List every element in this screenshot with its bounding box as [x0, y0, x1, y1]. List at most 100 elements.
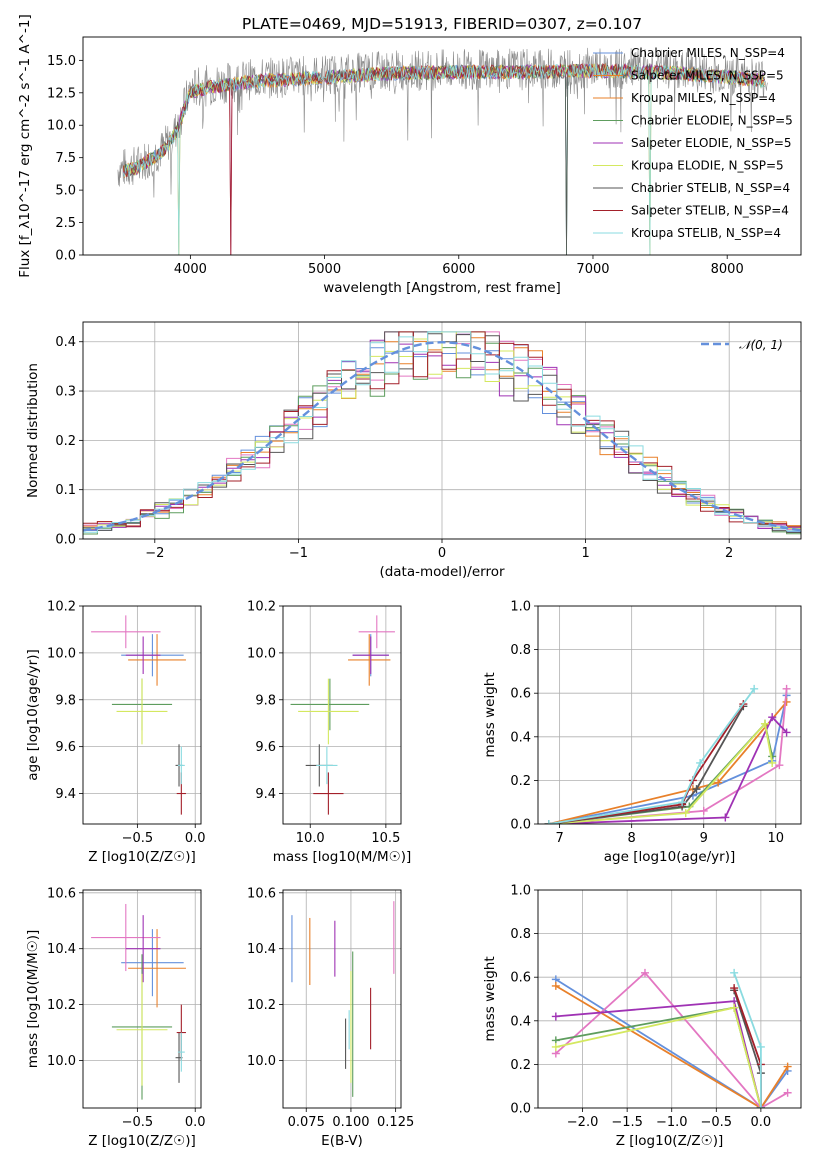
weight-marker — [678, 798, 687, 807]
weight-vs-age-frame — [537, 605, 802, 825]
legend-label-6: Chabrier STELIB, N_SSP=4 — [631, 181, 790, 195]
weight-marker — [760, 719, 769, 728]
plot-area-weight-vs-Z — [538, 890, 801, 1108]
y-tick-label: 10.0 — [47, 646, 76, 661]
weight-marker — [721, 813, 730, 822]
weight-marker — [640, 968, 649, 977]
y-tick-label: 10.0 — [247, 1054, 276, 1069]
weight-marker — [782, 697, 791, 706]
y-tick-label: 1.0 — [510, 884, 531, 899]
x-tick-label: 7000 — [576, 262, 609, 277]
x-tick-label: −2.0 — [567, 1115, 599, 1130]
x-tick-label: 1 — [581, 546, 589, 561]
weight-marker — [681, 809, 690, 818]
weight-marker — [544, 820, 553, 824]
spectrum-title: PLATE=0469, MJD=51913, FIBERID=0307, z=0… — [242, 15, 642, 33]
y-tick-label: 0.0 — [510, 818, 531, 833]
legend-label-0: Chabrier MILES, N_SSP=4 — [631, 46, 785, 60]
weight-marker — [699, 806, 708, 815]
panel-mass-vs-Z: −0.5 0.0 10.0 10.2 10.4 10.6 Z [log10(Z/Z☉)] ma… — [25, 886, 206, 1149]
y-tick-label: 0.3 — [55, 385, 76, 400]
y-tick-label: 0.0 — [55, 249, 76, 264]
weight-marker — [551, 981, 560, 990]
legend-label-4: Salpeter ELODIE, N_SSP=5 — [631, 136, 792, 150]
y-tick-label: 7.5 — [55, 151, 76, 166]
weight-marker — [783, 1062, 792, 1071]
plot-area-weight-vs-age — [538, 606, 801, 824]
weight-line-1 — [555, 985, 789, 1108]
y-tick-label: 15.0 — [47, 54, 76, 69]
weight-marker — [730, 984, 739, 993]
x-tick-label: 0.0 — [185, 1115, 206, 1130]
x-axis-label: E(B-V) — [321, 1133, 363, 1149]
y-tick-label: 0.4 — [55, 335, 76, 350]
x-tick-label: 10 — [768, 831, 785, 846]
y-tick-label: 10.4 — [47, 942, 76, 957]
plot-area-age-vs-mass — [283, 606, 401, 824]
y-tick-label: 10.2 — [47, 600, 76, 615]
y-tick-label: 0.0 — [55, 533, 76, 548]
y-tick-label: 10.0 — [47, 1054, 76, 1069]
y-tick-label: 12.5 — [47, 86, 76, 101]
legend-label-8: Kroupa STELIB, N_SSP=4 — [631, 226, 781, 240]
y-tick-label: 9.6 — [55, 740, 76, 755]
x-tick-label: −0.5 — [701, 1115, 733, 1130]
weight-line-8 — [733, 972, 762, 1108]
y-tick-label: 10.2 — [247, 600, 276, 615]
legend-normal-label: 𝒩(0, 1) — [739, 338, 783, 352]
plot-area-mass-vs-Z — [83, 890, 201, 1108]
y-tick-label: 5.0 — [55, 184, 76, 199]
y-tick-label: 0.1 — [55, 483, 76, 498]
x-axis-label: wavelength [Angstrom, rest frame] — [323, 280, 561, 296]
x-tick-label: 4000 — [174, 262, 207, 277]
y-tick-label: 0.6 — [510, 687, 531, 702]
weight-marker — [714, 778, 723, 787]
y-tick-label: 0.2 — [510, 1058, 531, 1073]
x-axis-label: age [log10(age/yr)] — [604, 849, 736, 865]
weight-marker — [551, 1012, 560, 1021]
y-tick-label: 10.0 — [247, 646, 276, 661]
weight-marker — [756, 1042, 765, 1051]
age-vs-mass-frame — [282, 605, 402, 825]
y-axis-label: mass weight — [482, 672, 498, 757]
x-tick-label: −1 — [289, 546, 308, 561]
x-axis-label: (data-model)/error — [379, 564, 505, 580]
weight-marker — [783, 1088, 792, 1097]
x-tick-label: 5000 — [308, 262, 341, 277]
y-tick-label: 9.8 — [55, 693, 76, 708]
x-tick-label: 0.0 — [185, 831, 206, 846]
weight-marker — [782, 684, 791, 693]
y-tick-label: 0.4 — [510, 1014, 531, 1029]
y-axis-label: Normed distribution — [25, 363, 41, 498]
y-tick-label: 9.8 — [255, 693, 276, 708]
x-axis-label: Z [log10(Z/Z☉)] — [616, 1133, 724, 1149]
weight-marker — [730, 1003, 739, 1012]
model-line-8 — [122, 63, 765, 255]
x-tick-label: −2 — [145, 546, 164, 561]
y-tick-label: 2.5 — [55, 216, 76, 231]
y-tick-label: 0.0 — [510, 1102, 531, 1117]
panel-residuals: −2 −1 0 1 2 0.0 0.1 0.2 0.3 0.4 (data-model)/error… — [25, 321, 802, 580]
x-tick-label: 0 — [438, 546, 446, 561]
x-axis-label: Z [log10(Z/Z☉)] — [88, 849, 196, 865]
x-tick-label: −1.5 — [611, 1115, 643, 1130]
x-tick-label: 0.075 — [288, 1115, 325, 1130]
legend-label-3: Chabrier ELODIE, N_SSP=5 — [631, 114, 793, 128]
x-tick-label: −1.0 — [656, 1115, 688, 1130]
weight-line-8 — [548, 688, 755, 824]
weight-marker — [756, 1104, 765, 1108]
legend-label-1: Salpeter MILES, N_SSP=5 — [631, 69, 784, 83]
weight-marker — [730, 968, 739, 977]
plot-area-spectrum — [117, 47, 768, 255]
legend-label-5: Kroupa ELODIE, N_SSP=5 — [631, 159, 784, 173]
y-tick-label: 0.8 — [510, 927, 531, 942]
x-tick-label: 0.100 — [332, 1115, 369, 1130]
legend-label-2: Kroupa MILES, N_SSP=4 — [631, 91, 776, 105]
weight-line-0 — [548, 695, 788, 824]
legend-label-7: Salpeter STELIB, N_SSP=4 — [631, 204, 789, 218]
y-tick-label: 0.8 — [510, 643, 531, 658]
y-tick-label: 9.6 — [255, 740, 276, 755]
weight-marker — [768, 758, 777, 767]
histogram-7 — [83, 331, 801, 539]
x-tick-label: −0.5 — [122, 1115, 154, 1130]
